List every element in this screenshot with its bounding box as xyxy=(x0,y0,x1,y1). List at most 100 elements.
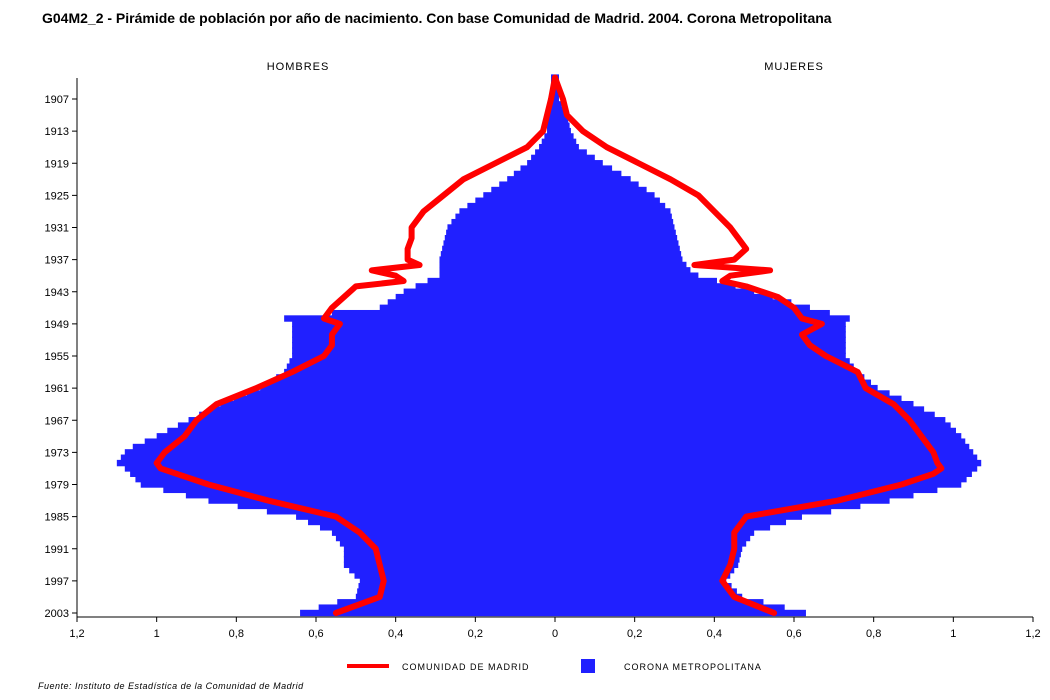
bar-hombres-1915 xyxy=(541,138,555,146)
bar-hombres-1995 xyxy=(349,566,555,574)
bar-hombres-1948 xyxy=(284,315,555,322)
bar-mujeres-1944 xyxy=(555,293,773,301)
bar-hombres-2002 xyxy=(318,604,555,611)
bar-mujeres-1997 xyxy=(555,577,727,585)
y-tick-label-1961: 1961 xyxy=(45,383,69,395)
bar-mujeres-1922 xyxy=(555,176,631,183)
bar-mujeres-1987 xyxy=(555,524,771,531)
bar-hombres-1964 xyxy=(220,400,555,408)
bar-hombres-1940 xyxy=(439,272,555,279)
bar-mujeres-1906 xyxy=(555,90,559,97)
bar-hombres-1954 xyxy=(292,347,555,354)
chart-title: G04M2_2 - Pirámide de población por año … xyxy=(42,10,832,26)
bar-mujeres-1935 xyxy=(555,245,680,253)
bar-mujeres-1947 xyxy=(555,309,830,317)
x-tick-label-0: 1,2 xyxy=(69,628,84,640)
bar-mujeres-2001 xyxy=(555,599,764,606)
y-tick-label-1955: 1955 xyxy=(45,351,69,363)
bar-hombres-1953 xyxy=(292,342,555,349)
bar-mujeres-1994 xyxy=(555,561,739,569)
bar-hombres-1996 xyxy=(354,572,555,579)
y-tick-label-1925: 1925 xyxy=(45,190,69,202)
bar-mujeres-1919 xyxy=(555,160,603,167)
bar-hombres-1924 xyxy=(491,186,555,194)
bar-mujeres-1914 xyxy=(555,133,574,140)
bar-hombres-1945 xyxy=(387,299,555,306)
x-tick-label-1: 1 xyxy=(154,628,160,640)
bar-mujeres-1929 xyxy=(555,213,672,220)
bar-hombres-1933 xyxy=(444,235,555,242)
bar-hombres-1984 xyxy=(266,508,555,515)
bar-hombres-1998 xyxy=(358,583,555,590)
madrid-lines-layer xyxy=(153,74,945,616)
y-tick-label-1943: 1943 xyxy=(45,287,69,299)
bar-mujeres-1990 xyxy=(555,540,747,547)
y-tick-label-1991: 1991 xyxy=(45,544,69,556)
bar-hombres-1956 xyxy=(289,358,555,365)
bar-mujeres-1941 xyxy=(555,277,717,285)
x-tick-label-11: 1 xyxy=(950,628,956,640)
bar-mujeres-1917 xyxy=(555,149,587,156)
bar-mujeres-1930 xyxy=(555,218,674,226)
legend-label-corona: CORONA METROPOLITANA xyxy=(624,662,762,672)
bar-mujeres-1915 xyxy=(555,138,577,146)
bar-hombres-1972 xyxy=(132,443,555,451)
bar-mujeres-1952 xyxy=(555,336,846,344)
y-tick-label-1973: 1973 xyxy=(45,447,69,459)
bar-mujeres-1981 xyxy=(555,492,914,499)
x-tick-label-6: 0 xyxy=(552,628,558,640)
source-note: Fuente: Instituto de Estadística de la C… xyxy=(38,681,304,691)
bar-mujeres-1964 xyxy=(555,400,914,408)
bar-mujeres-1985 xyxy=(555,513,802,520)
bar-mujeres-1992 xyxy=(555,550,741,558)
bar-mujeres-1958 xyxy=(555,368,858,376)
y-tick-label-1949: 1949 xyxy=(45,319,69,331)
bar-hombres-1910 xyxy=(547,111,555,119)
bar-mujeres-1973 xyxy=(555,449,974,456)
bar-mujeres-1921 xyxy=(555,170,622,178)
bar-hombres-1994 xyxy=(343,561,555,569)
bar-hombres-1992 xyxy=(343,550,555,558)
bar-mujeres-1996 xyxy=(555,572,731,579)
bar-mujeres-1960 xyxy=(555,379,872,386)
bar-hombres-1932 xyxy=(446,229,555,237)
bar-mujeres-1969 xyxy=(555,427,956,435)
x-tick-label-4: 0,4 xyxy=(388,628,403,640)
bar-mujeres-2002 xyxy=(555,604,785,611)
bar-mujeres-1951 xyxy=(555,331,846,338)
bar-mujeres-1908 xyxy=(555,101,562,108)
y-tick-label-1985: 1985 xyxy=(45,512,69,524)
bar-mujeres-1950 xyxy=(555,326,846,333)
bar-mujeres-1916 xyxy=(555,143,579,151)
bar-mujeres-1948 xyxy=(555,315,850,322)
bar-hombres-1928 xyxy=(459,208,555,215)
bar-mujeres-1932 xyxy=(555,229,676,237)
bar-hombres-1983 xyxy=(237,502,555,510)
bar-mujeres-1993 xyxy=(555,556,740,563)
bar-mujeres-1968 xyxy=(555,422,951,429)
bar-mujeres-1976 xyxy=(555,465,978,472)
bar-hombres-1958 xyxy=(284,368,555,376)
bar-hombres-1982 xyxy=(208,497,555,504)
bar-hombres-1916 xyxy=(539,143,555,151)
bar-mujeres-1945 xyxy=(555,299,792,306)
bar-hombres-1977 xyxy=(130,470,555,477)
bar-mujeres-1926 xyxy=(555,197,660,204)
bar-hombres-1909 xyxy=(548,106,555,113)
bar-mujeres-1931 xyxy=(555,224,675,231)
bar-mujeres-1961 xyxy=(555,384,878,392)
bar-hombres-1911 xyxy=(547,117,555,124)
bar-mujeres-1954 xyxy=(555,347,846,354)
x-tick-label-9: 0,6 xyxy=(786,628,801,640)
bar-hombres-1961 xyxy=(260,384,555,392)
bar-mujeres-1949 xyxy=(555,320,846,328)
bar-mujeres-2003 xyxy=(555,609,806,617)
bar-hombres-1963 xyxy=(233,395,555,403)
bar-hombres-1914 xyxy=(544,133,555,140)
bar-mujeres-1955 xyxy=(555,352,846,360)
bar-hombres-1999 xyxy=(357,588,555,595)
bar-hombres-1966 xyxy=(199,411,555,419)
bar-hombres-1967 xyxy=(188,417,556,424)
bar-hombres-1985 xyxy=(296,513,555,520)
bar-hombres-1990 xyxy=(339,540,555,547)
